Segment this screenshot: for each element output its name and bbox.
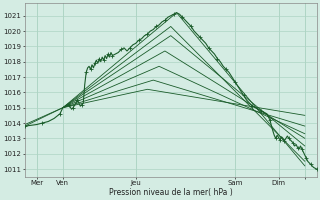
X-axis label: Pression niveau de la mer( hPa ): Pression niveau de la mer( hPa ) xyxy=(109,188,233,197)
